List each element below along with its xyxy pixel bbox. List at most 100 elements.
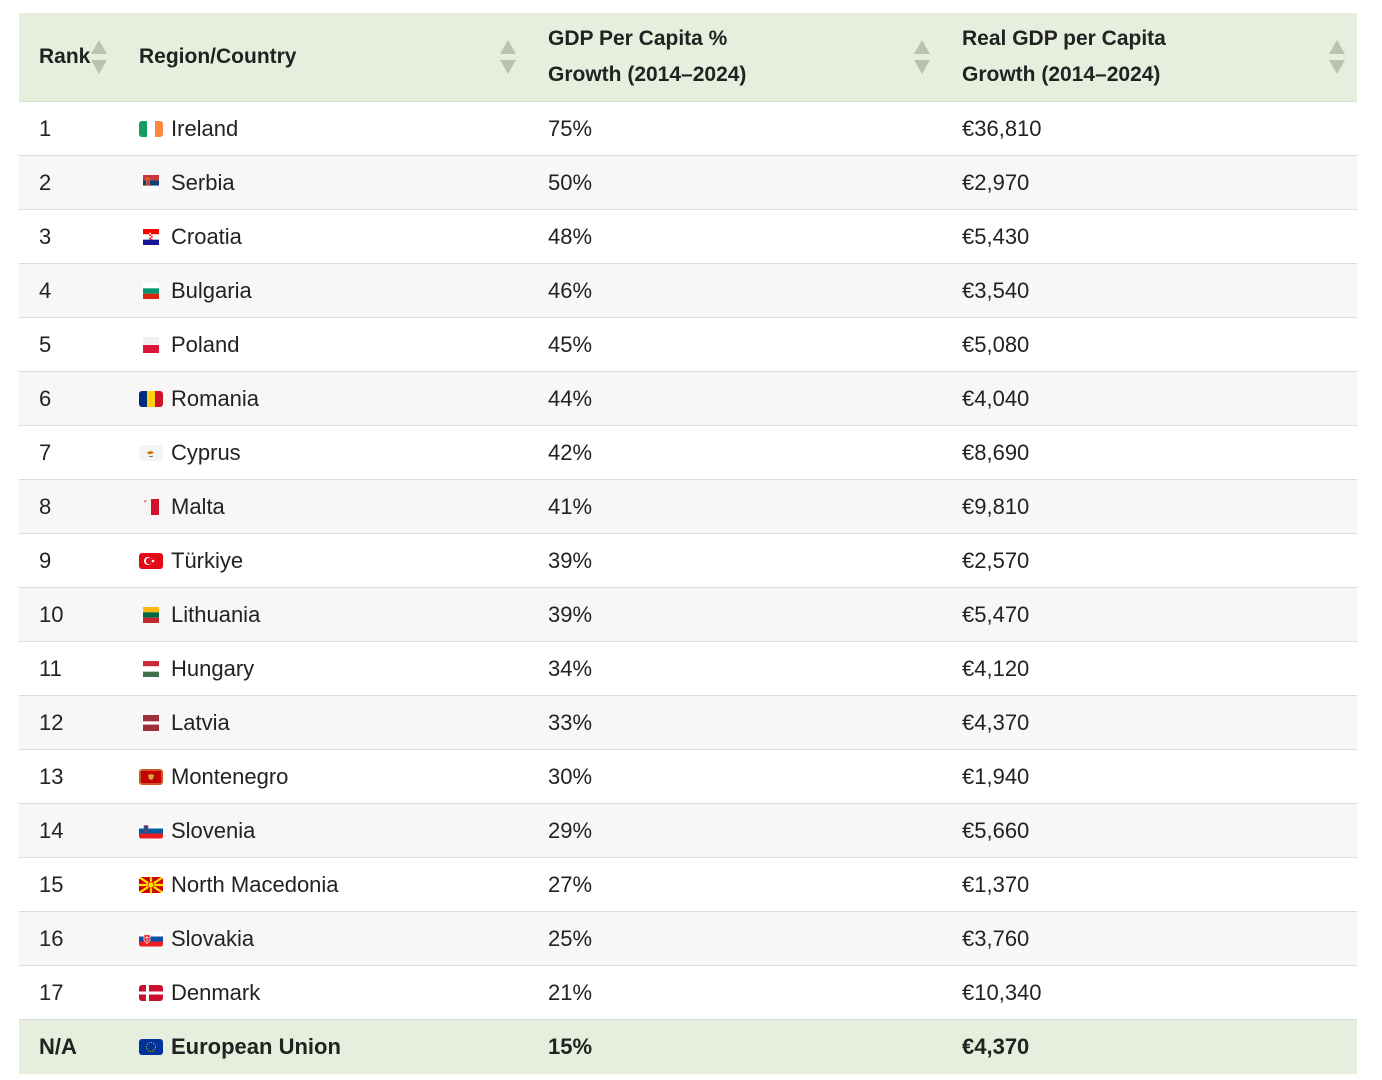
growth-cell: 41%	[548, 493, 593, 519]
growth-cell: 48%	[548, 223, 593, 249]
rank-cell: 8	[39, 493, 52, 519]
real-gdp-cell: €1,370	[962, 871, 1030, 897]
header-growth[interactable]: GDP Per Capita % Growth (2014–2024)	[548, 21, 746, 93]
growth-cell: 21%	[548, 979, 593, 1005]
rank-cell: 10	[39, 601, 64, 627]
growth-cell: 75%	[548, 115, 593, 141]
eu-flag-icon	[139, 1039, 163, 1055]
country-name: Romania	[171, 385, 260, 411]
growth-cell: 39%	[548, 601, 593, 627]
country-cell: Croatia	[139, 224, 242, 250]
country-cell: Türkiye	[139, 548, 243, 574]
growth-cell: 27%	[548, 871, 593, 897]
country-cell: Hungary	[139, 656, 254, 682]
rank-cell: 5	[39, 331, 52, 357]
real-gdp-cell: €2,970	[962, 169, 1030, 195]
sort-country-icon[interactable]	[500, 40, 516, 74]
rank-cell: 4	[39, 277, 52, 303]
real-gdp-cell: €5,660	[962, 817, 1030, 843]
table-row: 3 Croatia 48% €5,430	[19, 210, 1357, 264]
country-cell: Ireland	[139, 116, 238, 142]
header-real-gdp[interactable]: Real GDP per Capita Growth (2014–2024)	[962, 21, 1166, 93]
turkiye-flag-icon	[139, 552, 163, 569]
table-row: 9 Türkiye 39% €2,570	[19, 534, 1357, 588]
header-country[interactable]: Region/Country	[139, 39, 297, 75]
real-gdp-cell: €4,040	[962, 385, 1030, 411]
sort-rank-icon[interactable]	[91, 40, 107, 74]
country-cell: Latvia	[139, 710, 230, 736]
table-row: 13 Montenegro 30% €1,940	[19, 750, 1357, 804]
table-row: 6 Romania 44% €4,040	[19, 372, 1357, 426]
montenegro-flag-icon	[139, 768, 163, 785]
country-cell: Serbia	[139, 170, 235, 196]
table-row: 12 Latvia 33% €4,370	[19, 696, 1357, 750]
sort-real-gdp-icon[interactable]	[1329, 40, 1345, 74]
table-row: 11 Hungary 34% €4,120	[19, 642, 1357, 696]
table-footer-row: N/A European Union 15% €4,370	[19, 1020, 1357, 1074]
latvia-flag-icon	[139, 714, 163, 731]
growth-cell: 44%	[548, 385, 593, 411]
table-row: 7 Cyprus 42% €8,690	[19, 426, 1357, 480]
table-header-row: Rank Region/Country GDP Per Capita % Gro…	[19, 13, 1357, 102]
real-gdp-cell: €9,810	[962, 493, 1030, 519]
poland-flag-icon	[139, 336, 163, 353]
growth-cell: 29%	[548, 817, 593, 843]
real-gdp-cell: €4,370	[962, 1034, 1030, 1059]
north-macedonia-flag-icon	[139, 876, 163, 893]
bulgaria-flag-icon	[139, 282, 163, 299]
cyprus-flag-icon	[139, 444, 163, 461]
table-row: 10 Lithuania 39% €5,470	[19, 588, 1357, 642]
ireland-flag-icon	[139, 120, 163, 137]
real-gdp-cell: €10,340	[962, 979, 1042, 1005]
real-gdp-cell: €4,370	[962, 709, 1030, 735]
rank-cell: 6	[39, 385, 52, 411]
country-name: Poland	[171, 331, 240, 357]
country-name: Croatia	[171, 223, 242, 249]
growth-cell: 33%	[548, 709, 593, 735]
country-cell: Bulgaria	[139, 278, 252, 304]
header-rank[interactable]: Rank	[39, 39, 90, 75]
country-cell: Poland	[139, 332, 240, 358]
table-row: 8 Malta 41% €9,810	[19, 480, 1357, 534]
rank-cell: 3	[39, 223, 52, 249]
country-cell: Slovenia	[139, 818, 255, 844]
denmark-flag-icon	[139, 984, 163, 1001]
croatia-flag-icon	[139, 228, 163, 245]
rank-cell: 12	[39, 709, 64, 735]
header-country-label: Region/Country	[139, 45, 297, 68]
growth-cell: 34%	[548, 655, 593, 681]
header-real-label-line1: Real GDP per Capita	[962, 27, 1166, 50]
country-cell: Denmark	[139, 980, 260, 1006]
gdp-table: Rank Region/Country GDP Per Capita % Gro…	[19, 13, 1357, 1074]
sort-growth-icon[interactable]	[914, 40, 930, 74]
real-gdp-cell: €36,810	[962, 115, 1042, 141]
header-growth-label-line2: Growth (2014–2024)	[548, 63, 747, 86]
country-name: Montenegro	[171, 763, 289, 789]
rank-cell: N/A	[39, 1034, 77, 1059]
growth-cell: 45%	[548, 331, 593, 357]
table-row: 17 Denmark 21% €10,340	[19, 966, 1357, 1020]
real-gdp-cell: €4,120	[962, 655, 1030, 681]
slovakia-flag-icon	[139, 931, 163, 947]
growth-cell: 46%	[548, 277, 593, 303]
real-gdp-cell: €3,760	[962, 925, 1030, 951]
rank-cell: 9	[39, 547, 52, 573]
growth-cell: 25%	[548, 925, 593, 951]
rank-cell: 11	[39, 655, 62, 681]
country-name: Denmark	[171, 979, 261, 1005]
country-name: Türkiye	[171, 547, 244, 573]
country-name: North Macedonia	[171, 871, 339, 897]
real-gdp-cell: €1,940	[962, 763, 1030, 789]
country-cell: Montenegro	[139, 764, 288, 790]
real-gdp-cell: €5,080	[962, 331, 1030, 357]
country-cell: Cyprus	[139, 440, 241, 466]
table-row: 5 Poland 45% €5,080	[19, 318, 1357, 372]
rank-cell: 14	[39, 817, 64, 843]
country-name: Serbia	[171, 169, 235, 195]
real-gdp-cell: €3,540	[962, 277, 1030, 303]
table-row: 15 North Macedonia 27% €1,370	[19, 858, 1357, 912]
table-row: 4 Bulgaria 46% €3,540	[19, 264, 1357, 318]
rank-cell: 17	[39, 979, 64, 1005]
header-growth-label-line1: GDP Per Capita %	[548, 27, 728, 50]
lithuania-flag-icon	[139, 606, 163, 623]
